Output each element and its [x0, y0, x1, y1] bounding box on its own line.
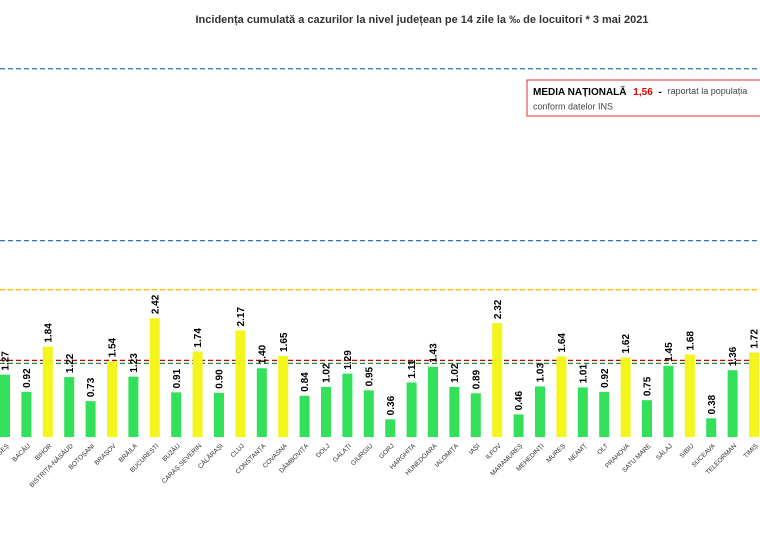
bar — [727, 370, 738, 437]
bar — [128, 376, 139, 437]
bar — [577, 387, 588, 437]
value-label: 0.92 — [600, 368, 611, 388]
bar — [535, 386, 545, 437]
value-label: 2.42 — [150, 294, 161, 314]
bar — [599, 391, 610, 437]
annotation-label: MEDIA NAȚIONALĂ — [533, 85, 627, 98]
bar — [449, 386, 460, 437]
bar — [214, 392, 224, 437]
annotation-dash: - — [659, 87, 662, 98]
bar — [107, 361, 117, 437]
value-label: 0.89 — [471, 369, 482, 389]
value-label: 1.11 — [407, 359, 418, 378]
value-label: 1.65 — [279, 332, 290, 352]
bar — [363, 390, 374, 437]
bar — [684, 354, 695, 437]
bar — [513, 414, 524, 437]
bar — [278, 355, 289, 437]
value-label: 1.45 — [664, 342, 675, 362]
value-label: 0.75 — [643, 376, 654, 396]
annotation-line2: conform datelor INS — [533, 101, 613, 111]
bar — [706, 418, 717, 437]
bar — [385, 419, 396, 437]
annotation-box — [526, 79, 760, 117]
value-label: 0.38 — [707, 394, 718, 414]
value-label: 0.36 — [386, 395, 397, 415]
value-label: 1.84 — [43, 323, 54, 343]
bar — [428, 366, 438, 437]
chart-title: Incidența cumulată a cazurilor la nivel … — [196, 14, 649, 26]
bar — [149, 318, 160, 437]
bar — [256, 368, 267, 437]
value-label: 1.02 — [322, 363, 333, 383]
annotation-value: 1,56 — [633, 87, 653, 98]
value-label: 1.01 — [578, 364, 589, 384]
bar — [192, 351, 203, 437]
value-label: 0.91 — [172, 368, 183, 388]
value-label: 1.29 — [343, 350, 354, 370]
bar — [0, 374, 10, 437]
value-label: 2.17 — [236, 307, 247, 327]
value-label: 0.92 — [22, 368, 33, 388]
value-label: 1.03 — [536, 363, 547, 383]
value-label: 1.40 — [257, 344, 268, 364]
bar — [21, 391, 32, 437]
bar — [492, 323, 503, 437]
value-label: 0.95 — [364, 366, 375, 386]
value-label: 1.02 — [450, 363, 461, 383]
bar — [342, 373, 353, 437]
value-label: 0.84 — [300, 372, 311, 392]
bar — [171, 392, 182, 437]
bar — [406, 382, 417, 437]
bar — [235, 330, 246, 437]
value-label: 1.72 — [750, 329, 760, 349]
value-label: 1.23 — [129, 353, 140, 373]
annotation-text: raportat la populația — [668, 86, 748, 96]
value-label: 1.27 — [1, 351, 12, 371]
value-label: 1.64 — [557, 333, 568, 353]
bar — [470, 393, 481, 437]
value-label: 1.68 — [685, 331, 696, 351]
bar — [620, 357, 631, 437]
value-label: 1.22 — [65, 353, 76, 373]
annotation: MEDIA NAȚIONALĂ 1,56 - raportat la popul… — [533, 85, 747, 98]
bar — [85, 401, 96, 437]
value-label: 1.74 — [193, 328, 204, 348]
value-label: 0.90 — [215, 369, 226, 389]
bar — [299, 395, 310, 437]
bar — [321, 386, 331, 437]
value-label: 0.73 — [86, 377, 97, 397]
value-label: 1.43 — [429, 343, 440, 363]
value-label: 0.46 — [514, 391, 525, 411]
value-label: 1.62 — [621, 334, 632, 354]
bar — [64, 377, 75, 437]
bar — [556, 356, 567, 437]
value-label: 2.32 — [493, 299, 504, 319]
value-label: 1.36 — [728, 346, 739, 366]
bar — [42, 346, 53, 437]
bar — [642, 400, 652, 437]
value-label: 1.54 — [108, 337, 119, 357]
bar — [749, 352, 759, 437]
bar — [663, 365, 674, 437]
